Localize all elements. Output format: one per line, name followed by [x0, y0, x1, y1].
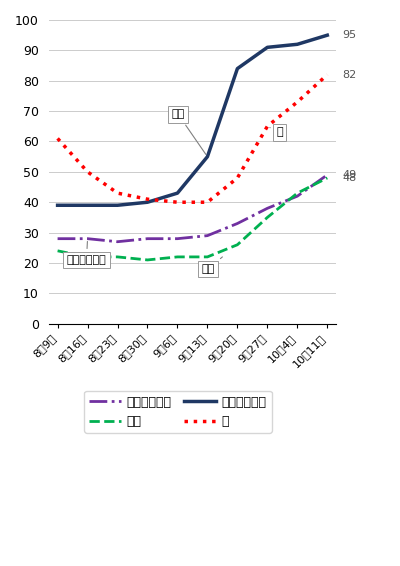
Text: 小麦: 小麦: [172, 109, 206, 155]
Text: 49: 49: [342, 170, 356, 180]
Legend: トウモロコシ, 大豆, デュラム小麦, 米: トウモロコシ, 大豆, デュラム小麦, 米: [84, 391, 272, 433]
Text: 大豆: 大豆: [202, 257, 222, 274]
Text: 48: 48: [342, 173, 356, 183]
Text: 米: 米: [270, 127, 283, 138]
Text: トウモロコシ: トウモロコシ: [66, 242, 106, 265]
Text: 95: 95: [342, 30, 356, 40]
Text: 82: 82: [342, 70, 356, 80]
